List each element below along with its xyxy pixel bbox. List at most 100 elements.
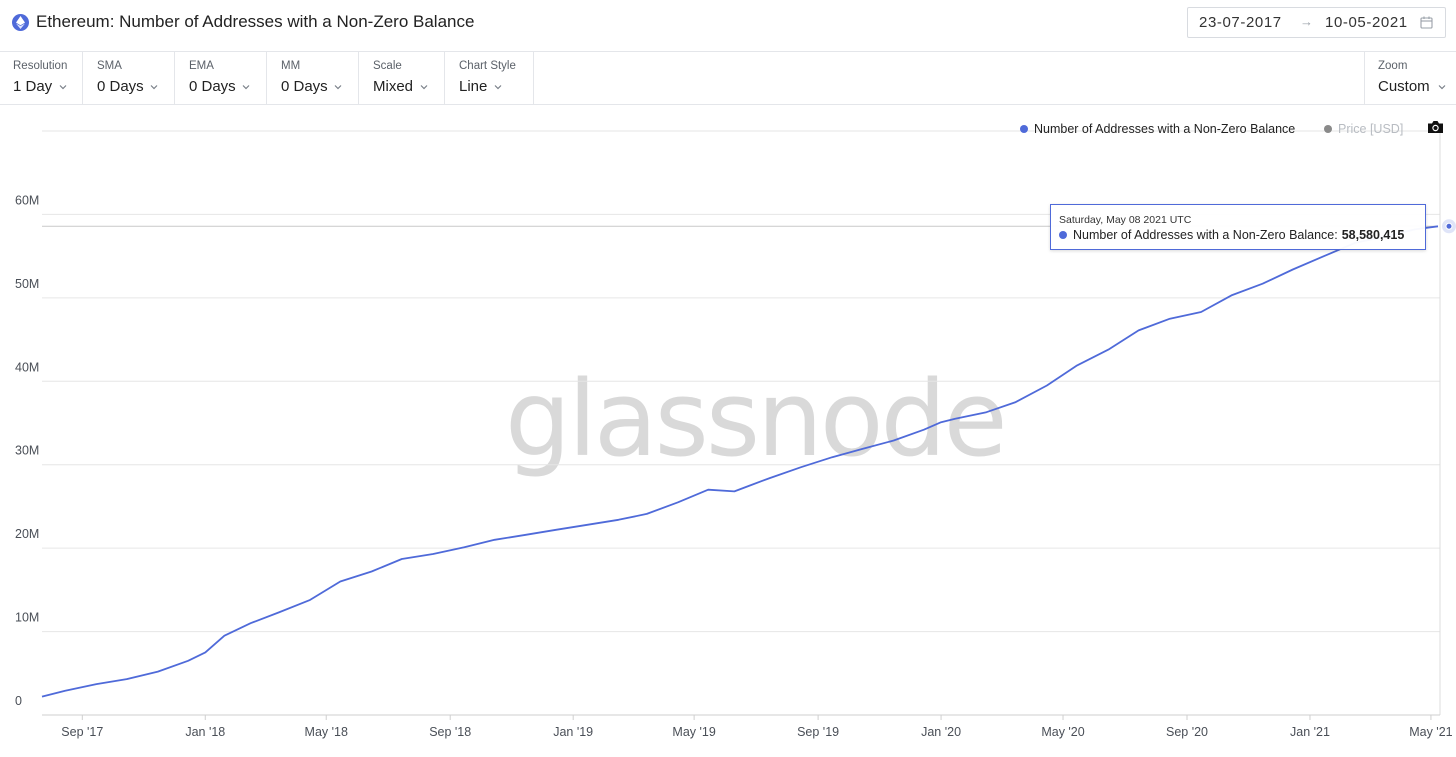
- date-range-arrow-icon: →: [1300, 14, 1313, 29]
- data-point[interactable]: [524, 533, 528, 537]
- data-point[interactable]: [493, 538, 497, 542]
- line-chart[interactable]: 0 10M 20M 30M 40M 50M 60M Sep '17 Jan '18 May '18…: [0, 105, 1456, 757]
- data-point[interactable]: [125, 677, 129, 681]
- chevron-down-icon: [334, 85, 342, 90]
- scale-dropdown[interactable]: Scale Mixed: [360, 52, 445, 104]
- page-header: Ethereum: Number of Addresses with a Non…: [0, 0, 1456, 52]
- data-point[interactable]: [462, 545, 466, 549]
- data-point[interactable]: [799, 465, 803, 469]
- data-point[interactable]: [1045, 383, 1049, 387]
- x-tick-label: Jan '20: [921, 725, 961, 739]
- data-point[interactable]: [922, 428, 926, 432]
- data-point[interactable]: [400, 557, 404, 561]
- zoom-dropdown[interactable]: Zoom Custom: [1364, 52, 1456, 104]
- y-tick-label: 50M: [15, 277, 39, 291]
- chevron-down-icon: [494, 85, 502, 90]
- data-point[interactable]: [94, 682, 98, 686]
- date-range-picker[interactable]: 23-07-2017 → 10-05-2021: [1187, 7, 1446, 38]
- series-line-addresses[interactable]: [41, 225, 1439, 698]
- data-point[interactable]: [1436, 224, 1440, 228]
- chart-style-label: Chart Style: [459, 60, 516, 72]
- data-point[interactable]: [768, 476, 772, 480]
- sma-dropdown[interactable]: SMA 0 Days: [84, 52, 175, 104]
- date-to-input[interactable]: 10-05-2021: [1325, 14, 1408, 31]
- data-point[interactable]: [156, 670, 160, 674]
- legend-label: Price [USD]: [1338, 122, 1404, 136]
- zoom-value: Custom: [1378, 78, 1430, 95]
- data-point[interactable]: [1229, 293, 1233, 297]
- chart-area[interactable]: glassnode 0 10M 20M 30M 40M 50M 60M Sep '17 Jan …: [0, 105, 1456, 757]
- data-point[interactable]: [308, 598, 312, 602]
- y-tick-label: 20M: [15, 527, 39, 541]
- data-point[interactable]: [1106, 348, 1110, 352]
- data-point[interactable]: [892, 439, 896, 443]
- x-tick-label: May '19: [672, 725, 715, 739]
- data-point[interactable]: [431, 552, 435, 556]
- mm-dropdown[interactable]: MM 0 Days: [268, 52, 359, 104]
- chevron-down-icon: [1438, 85, 1446, 90]
- data-point[interactable]: [277, 610, 281, 614]
- mm-label: MM: [281, 60, 301, 72]
- hover-marker: [1445, 222, 1453, 230]
- x-tick-label: May '18: [305, 725, 348, 739]
- data-point[interactable]: [585, 523, 589, 527]
- mm-value: 0 Days: [281, 78, 328, 95]
- data-point[interactable]: [706, 488, 710, 492]
- tooltip-date: Saturday, May 08 2021 UTC: [1059, 214, 1192, 226]
- legend-dot: [1020, 125, 1028, 133]
- x-tick-label: Sep '17: [61, 725, 103, 739]
- resolution-value: 1 Day: [13, 78, 53, 95]
- data-point[interactable]: [830, 455, 834, 459]
- tooltip-row: Number of Addresses with a Non-Zero Bala…: [1059, 228, 1404, 242]
- data-point[interactable]: [203, 650, 207, 654]
- data-point[interactable]: [953, 417, 957, 421]
- data-point[interactable]: [1014, 400, 1018, 404]
- data-point[interactable]: [1075, 363, 1079, 367]
- calendar-icon[interactable]: [1420, 16, 1433, 29]
- data-point[interactable]: [1322, 254, 1326, 258]
- data-point[interactable]: [1199, 310, 1203, 314]
- data-point[interactable]: [617, 518, 621, 522]
- sma-label: SMA: [97, 60, 122, 72]
- data-point[interactable]: [370, 570, 374, 574]
- data-point[interactable]: [1261, 282, 1265, 286]
- data-point[interactable]: [186, 659, 190, 663]
- scale-label: Scale: [373, 60, 402, 72]
- data-point[interactable]: [1291, 267, 1295, 271]
- data-point[interactable]: [645, 512, 649, 516]
- legend-item-addresses[interactable]: Number of Addresses with a Non-Zero Bala…: [1020, 121, 1295, 137]
- chart-style-dropdown[interactable]: Chart Style Line: [446, 52, 534, 104]
- data-point[interactable]: [40, 695, 44, 699]
- x-tick-label: May '21: [1409, 725, 1452, 739]
- ema-dropdown[interactable]: EMA 0 Days: [176, 52, 267, 104]
- legend-dot: [1324, 125, 1332, 133]
- legend-item-price[interactable]: Price [USD]: [1324, 121, 1403, 137]
- date-from-input[interactable]: 23-07-2017: [1199, 14, 1282, 31]
- x-tick-label: Sep '19: [797, 725, 839, 739]
- data-point[interactable]: [860, 447, 864, 451]
- data-point[interactable]: [63, 689, 67, 693]
- chevron-down-icon: [59, 85, 67, 90]
- data-point[interactable]: [676, 500, 680, 504]
- data-point[interactable]: [984, 410, 988, 414]
- data-point[interactable]: [222, 634, 226, 638]
- chart-toolbar: Resolution 1 Day SMA 0 Days EMA 0 Days M…: [0, 52, 1456, 105]
- data-point[interactable]: [554, 528, 558, 532]
- data-point[interactable]: [338, 580, 342, 584]
- resolution-label: Resolution: [13, 60, 68, 72]
- x-tick-label: Sep '20: [1166, 725, 1208, 739]
- camera-icon[interactable]: [1427, 120, 1444, 134]
- tooltip-dot: [1059, 231, 1067, 239]
- resolution-dropdown[interactable]: Resolution 1 Day: [0, 52, 83, 104]
- data-point[interactable]: [939, 420, 943, 424]
- x-tick-label: Jan '19: [553, 725, 593, 739]
- y-tick-label: 60M: [15, 193, 39, 207]
- ethereum-icon: [12, 14, 29, 31]
- data-point[interactable]: [1168, 317, 1172, 321]
- y-tick-label: 0: [15, 694, 22, 708]
- data-point[interactable]: [748, 484, 752, 488]
- data-point[interactable]: [732, 489, 736, 493]
- data-point[interactable]: [249, 621, 253, 625]
- data-point[interactable]: [1137, 328, 1141, 332]
- legend-label: Number of Addresses with a Non-Zero Bala…: [1034, 122, 1296, 136]
